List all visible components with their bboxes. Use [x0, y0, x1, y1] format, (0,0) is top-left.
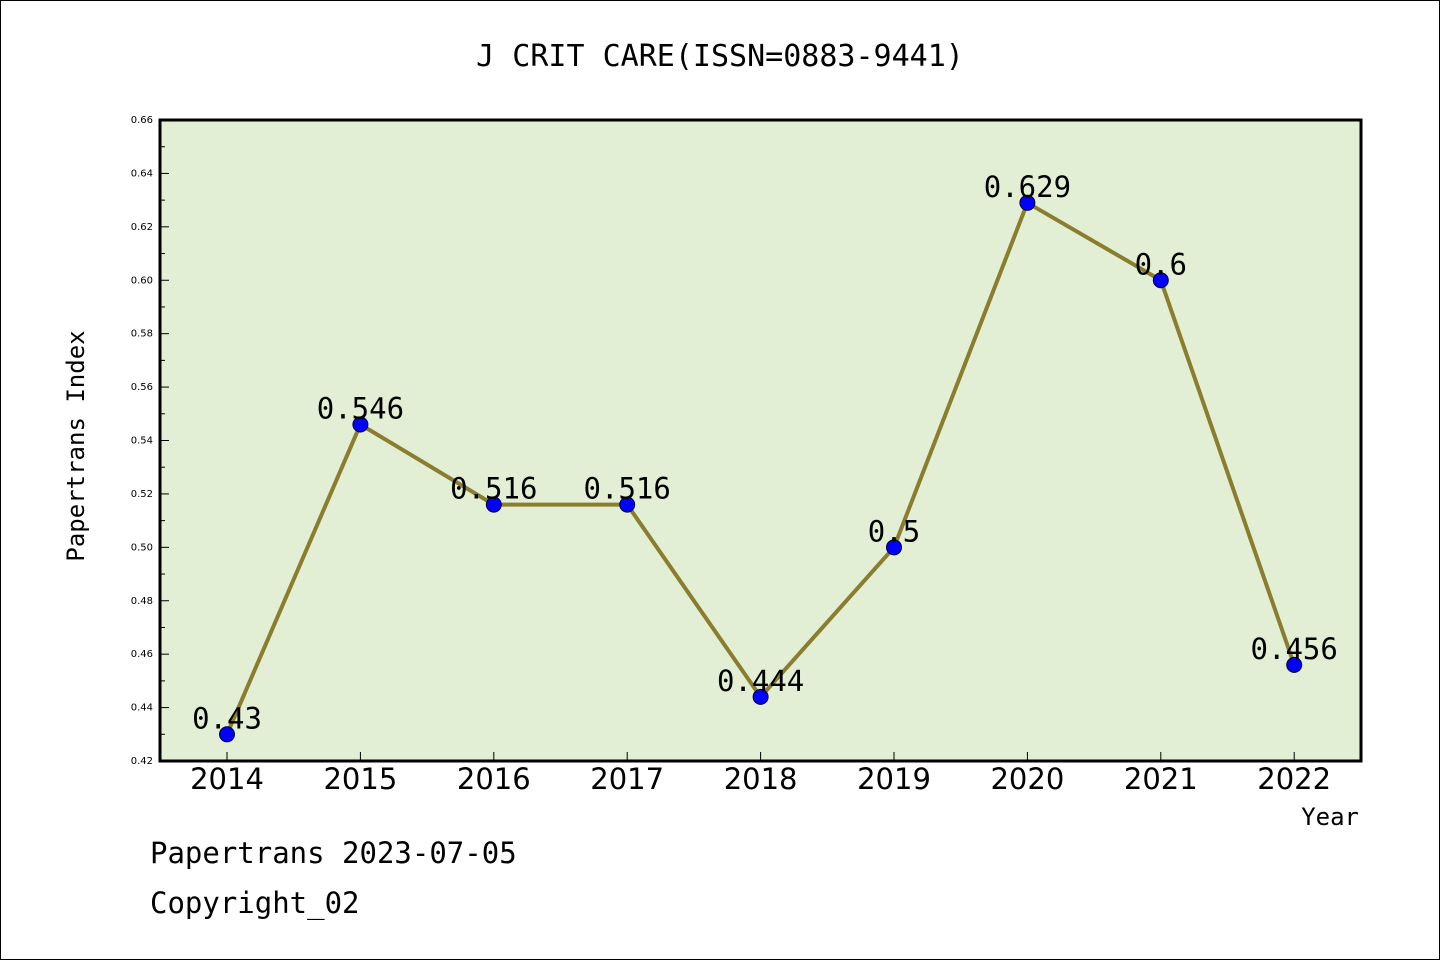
x-axis-label: Year [1301, 803, 1359, 831]
y-tick-label: 0.52 [131, 489, 153, 500]
footer-source-date: Papertrans 2023-07-05 [150, 836, 517, 870]
data-point [1286, 656, 1303, 673]
y-tick-label: 0.50 [131, 542, 153, 553]
data-label: 0.629 [984, 170, 1071, 204]
data-point [752, 688, 769, 705]
data-point [886, 539, 902, 556]
x-tick-label: 2017 [590, 762, 664, 796]
y-tick-label: 0.48 [131, 596, 153, 607]
y-tick-label: 0.60 [131, 275, 153, 286]
data-labels: 0.43 0.546 0.516 0.516 0.444 0.5 0.629 0.6 0.456 [192, 170, 1338, 735]
chart-title: J CRIT CARE(ISSN=0883-9441) [476, 39, 964, 74]
data-label: 0.516 [450, 472, 537, 506]
x-tick-label: 2019 [857, 762, 931, 796]
x-tick-label: 2015 [323, 762, 397, 796]
data-point [219, 726, 235, 743]
data-point-markers [219, 194, 1303, 743]
data-label: 0.43 [192, 701, 262, 735]
y-axis-ticks: 0.42 0.44 0.46 0.48 0.50 0.52 0.54 0.56 0.58 0.60… [131, 115, 169, 767]
y-tick-label: 0.64 [131, 168, 153, 179]
x-axis-ticks: 2014 2015 2016 2017 2018 2019 2020 2021 2022 [190, 752, 1331, 796]
y-tick-label: 0.58 [131, 329, 153, 340]
data-label: 0.546 [317, 391, 404, 425]
data-point [352, 416, 369, 433]
plot-area [158, 118, 1363, 763]
data-label: 0.516 [584, 472, 671, 506]
y-tick-label: 0.56 [131, 382, 153, 393]
data-label: 0.6 [1135, 247, 1187, 281]
data-point [1019, 194, 1036, 211]
data-label: 0.444 [717, 664, 804, 698]
y-tick-label: 0.66 [131, 115, 153, 126]
x-tick-label: 2020 [990, 762, 1064, 796]
footer-copyright: Copyright_02 [150, 886, 360, 921]
x-tick-label: 2016 [457, 762, 531, 796]
y-axis-label: Papertrans Index [62, 330, 90, 561]
x-tick-label: 2021 [1124, 762, 1198, 796]
y-tick-label: 0.62 [131, 222, 153, 233]
x-tick-label: 2022 [1257, 762, 1331, 796]
x-tick-label: 2018 [724, 762, 798, 796]
data-point [619, 496, 636, 513]
data-point [1152, 272, 1169, 289]
y-tick-label: 0.42 [131, 756, 153, 767]
y-tick-label: 0.54 [131, 436, 153, 447]
data-point [485, 496, 502, 513]
y-tick-label: 0.46 [131, 649, 153, 660]
data-label: 0.456 [1251, 632, 1338, 666]
x-tick-label: 2014 [190, 762, 264, 796]
y-tick-label: 0.44 [131, 703, 153, 714]
data-label: 0.5 [868, 514, 920, 548]
